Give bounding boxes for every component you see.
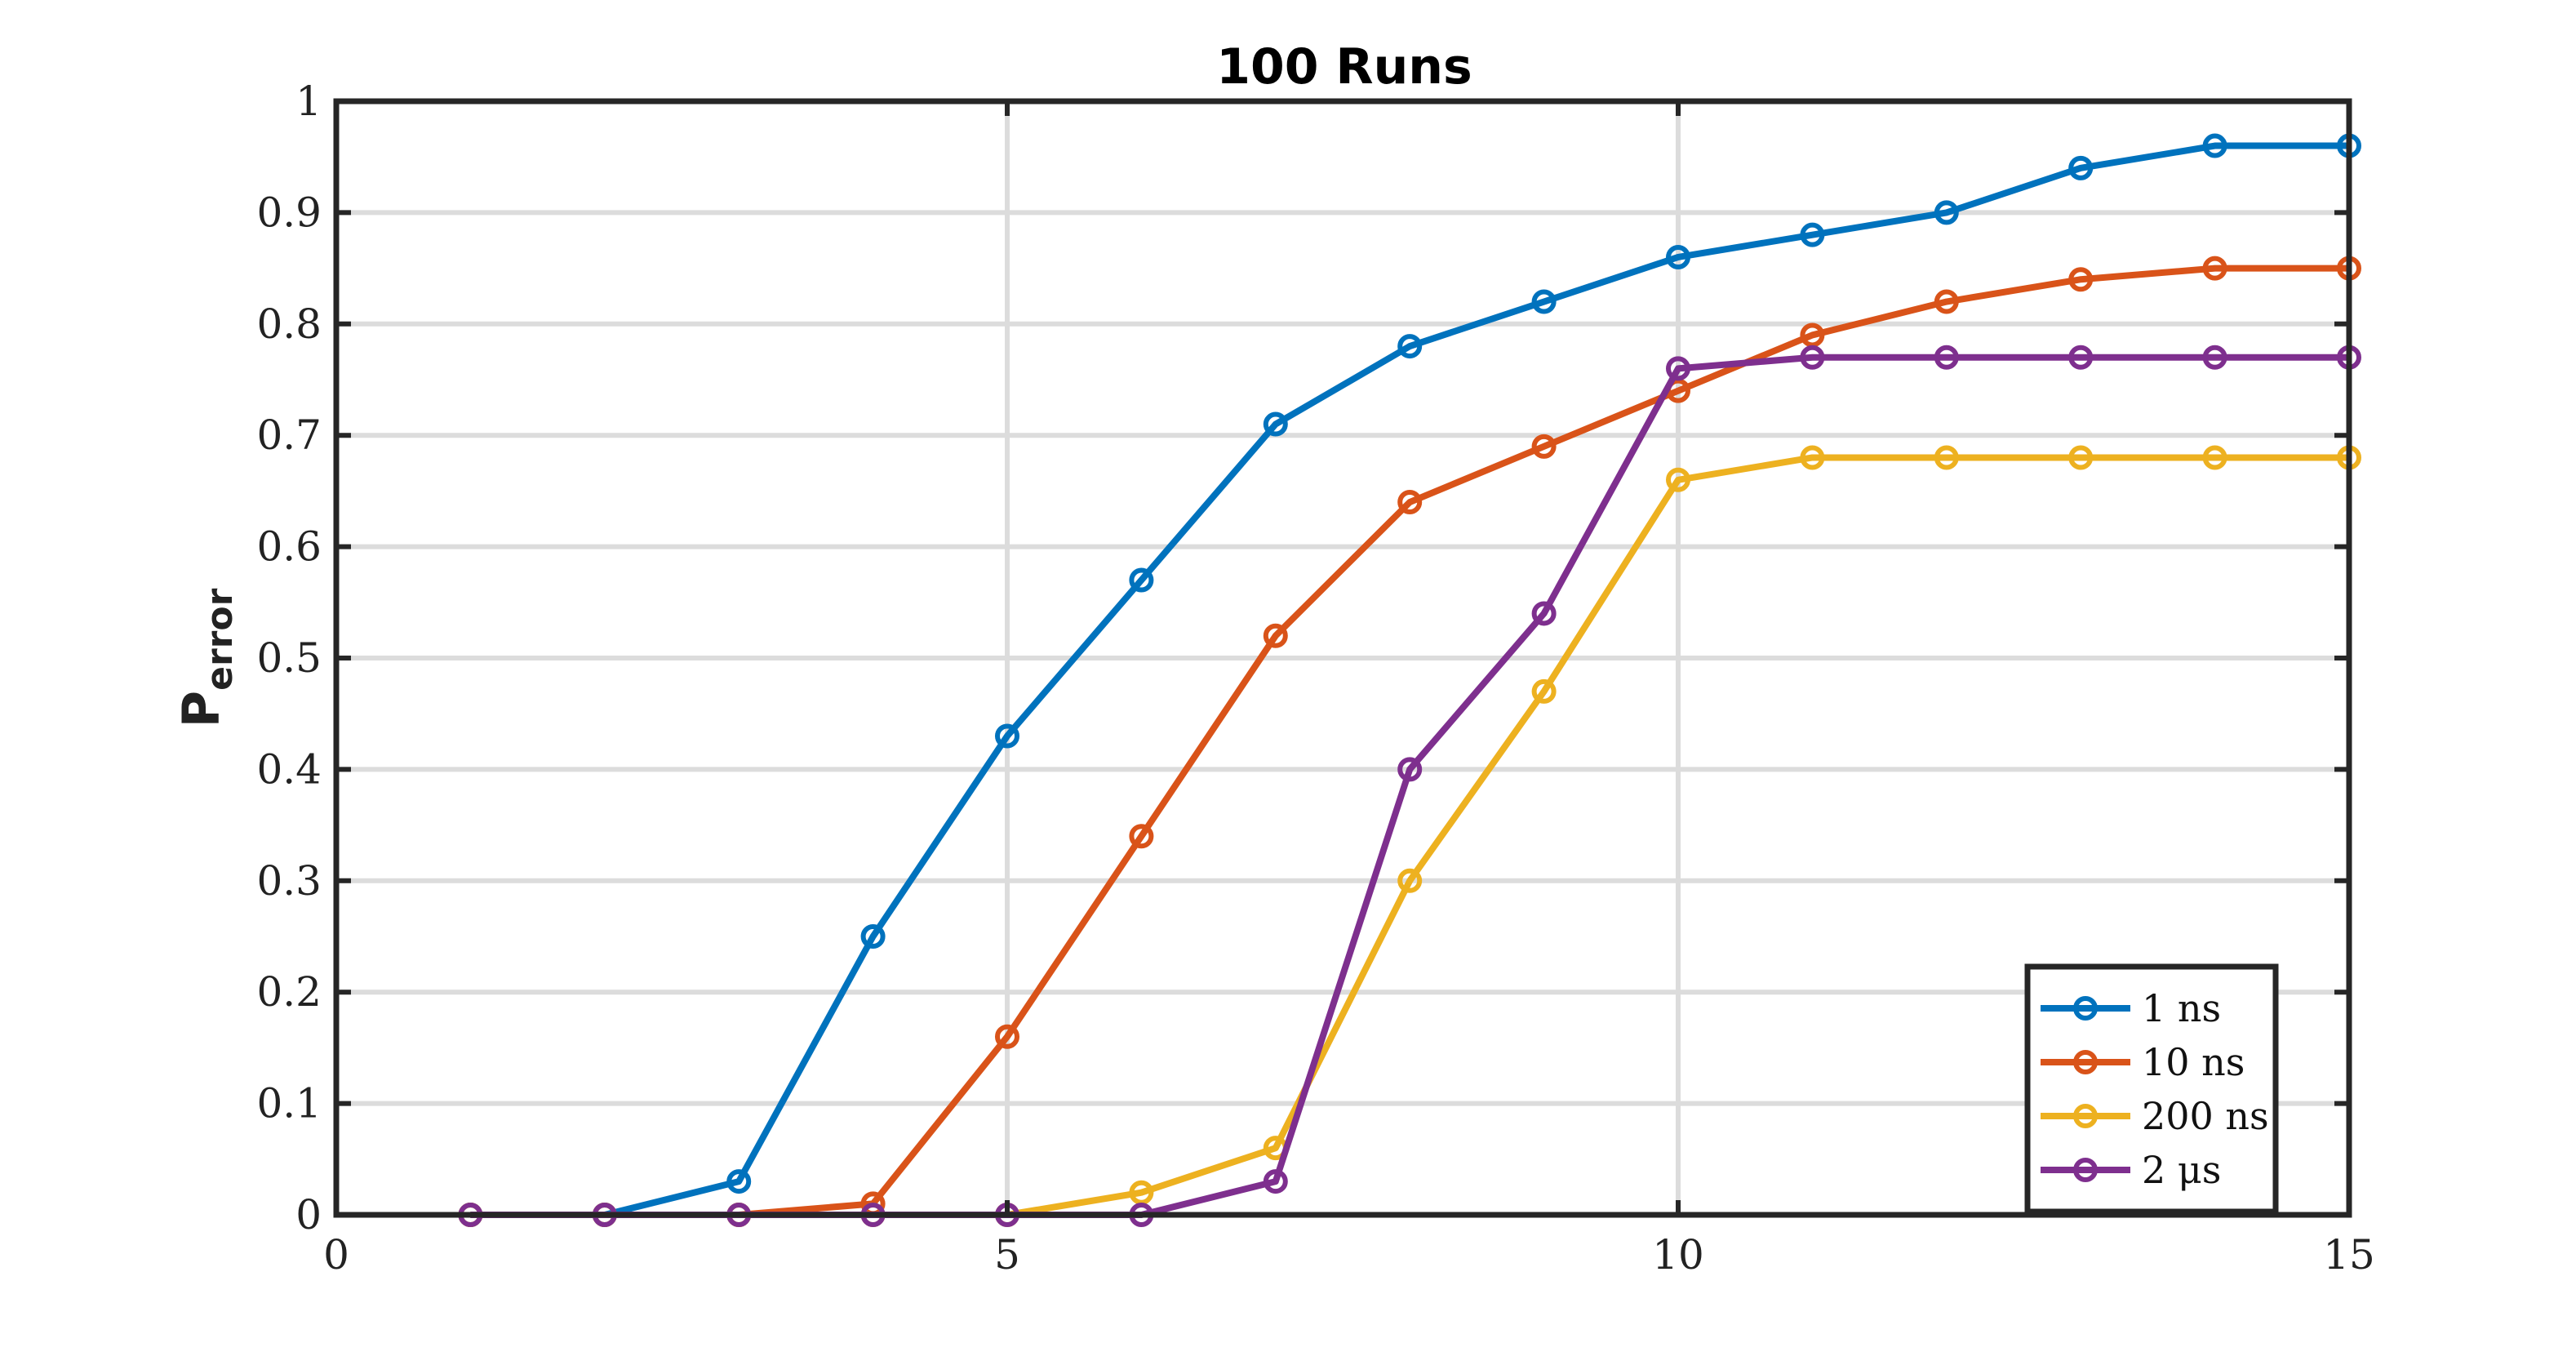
y-tick-label-5: 0.5 (256, 634, 322, 682)
data-point-3-7 (1397, 757, 1423, 782)
axis-ticks: 00.10.20.30.40.50.60.70.80.910 5 10 15 (256, 78, 2374, 1279)
data-point-0-7 (1397, 334, 1423, 359)
y-tick-label-9: 0.9 (256, 189, 322, 236)
y-tick-label-10: 1 (295, 78, 322, 125)
svg-text:Perror: Perror (171, 588, 241, 727)
data-point-0-13 (2202, 133, 2227, 158)
data-point-1-13 (2202, 256, 2227, 281)
y-tick-label-1: 0.1 (256, 1080, 322, 1127)
data-point-0-9 (1666, 244, 1690, 269)
legend-item-3: 2 μs (2041, 1148, 2221, 1192)
data-point-1-10 (1800, 322, 1825, 348)
data-point-0-4 (995, 723, 1019, 749)
data-point-3-6 (1263, 1169, 1288, 1194)
data-point-3-10 (1800, 345, 1825, 370)
data-point-0-11 (1934, 200, 1959, 225)
data-point-2-11 (1934, 445, 1959, 470)
data-point-0-2 (726, 1169, 752, 1194)
legend-label-1: 10 ns (2142, 1040, 2245, 1084)
y-tick-label-8: 0.8 (256, 300, 322, 348)
legend-label-2: 200 ns (2142, 1094, 2269, 1138)
legend-swatch-marker-1 (2073, 1050, 2098, 1074)
data-point-2-7 (1397, 868, 1423, 893)
y-tick-label-4: 0.4 (256, 745, 322, 793)
data-point-0-6 (1263, 411, 1288, 437)
data-point-2-10 (1800, 445, 1825, 470)
data-point-1-11 (1934, 289, 1959, 314)
legend-swatch-marker-3 (2073, 1158, 2098, 1182)
chart-title: 100 Runs (1216, 38, 1472, 96)
legend-label-3: 2 μs (2142, 1148, 2221, 1192)
data-point-1-6 (1263, 623, 1288, 648)
series-line-1 (470, 265, 2349, 1218)
y-tick-label-7: 0.7 (256, 411, 322, 459)
data-point-3-9 (1666, 356, 1690, 381)
data-point-3-13 (2202, 345, 2227, 370)
y-axis-label: Perror (171, 588, 241, 727)
data-point-1-4 (995, 1024, 1019, 1049)
legend-swatch-marker-2 (2073, 1104, 2098, 1128)
data-point-2-9 (1666, 467, 1690, 492)
data-point-0-10 (1800, 222, 1825, 247)
x-tick-label-1: 5 (994, 1231, 1020, 1279)
x-tick-label-3: 15 (2323, 1231, 2375, 1279)
data-point-2-12 (2068, 445, 2094, 470)
data-point-3-12 (2068, 345, 2094, 370)
x-tick-label-2: 10 (1652, 1231, 1704, 1279)
x-tick-label-0: 0 (323, 1231, 349, 1279)
y-axis-label-subscript: error (199, 588, 241, 690)
y-axis-label-main: P (171, 691, 231, 727)
y-tick-label-3: 0.3 (256, 857, 322, 905)
y-tick-label-2: 0.2 (256, 968, 322, 1016)
data-point-2-8 (1531, 678, 1557, 704)
legend-item-2: 200 ns (2041, 1094, 2269, 1138)
data-point-1-12 (2068, 267, 2094, 292)
data-point-1-8 (1531, 434, 1557, 459)
series-line-0 (470, 142, 2349, 1218)
legend-swatch-marker-0 (2073, 996, 2098, 1021)
legend-item-0: 1 ns (2041, 986, 2221, 1030)
data-point-2-5 (1129, 1180, 1154, 1205)
legend-label-0: 1 ns (2142, 986, 2221, 1030)
data-point-0-12 (2068, 155, 2094, 180)
legend-item-1: 10 ns (2041, 1040, 2245, 1084)
data-point-2-13 (2202, 445, 2227, 470)
data-point-0-5 (1129, 567, 1154, 593)
data-point-1-7 (1397, 490, 1423, 515)
legend: 1 ns 10 ns 200 ns 2 μs (2024, 963, 2279, 1215)
data-point-0-8 (1531, 289, 1557, 314)
data-point-3-11 (1934, 345, 1959, 370)
y-tick-label-6: 0.6 (256, 523, 322, 571)
data-point-3-8 (1531, 601, 1557, 626)
y-tick-label-0: 0 (295, 1191, 322, 1239)
data-point-1-5 (1129, 824, 1154, 849)
data-point-0-3 (860, 924, 886, 949)
